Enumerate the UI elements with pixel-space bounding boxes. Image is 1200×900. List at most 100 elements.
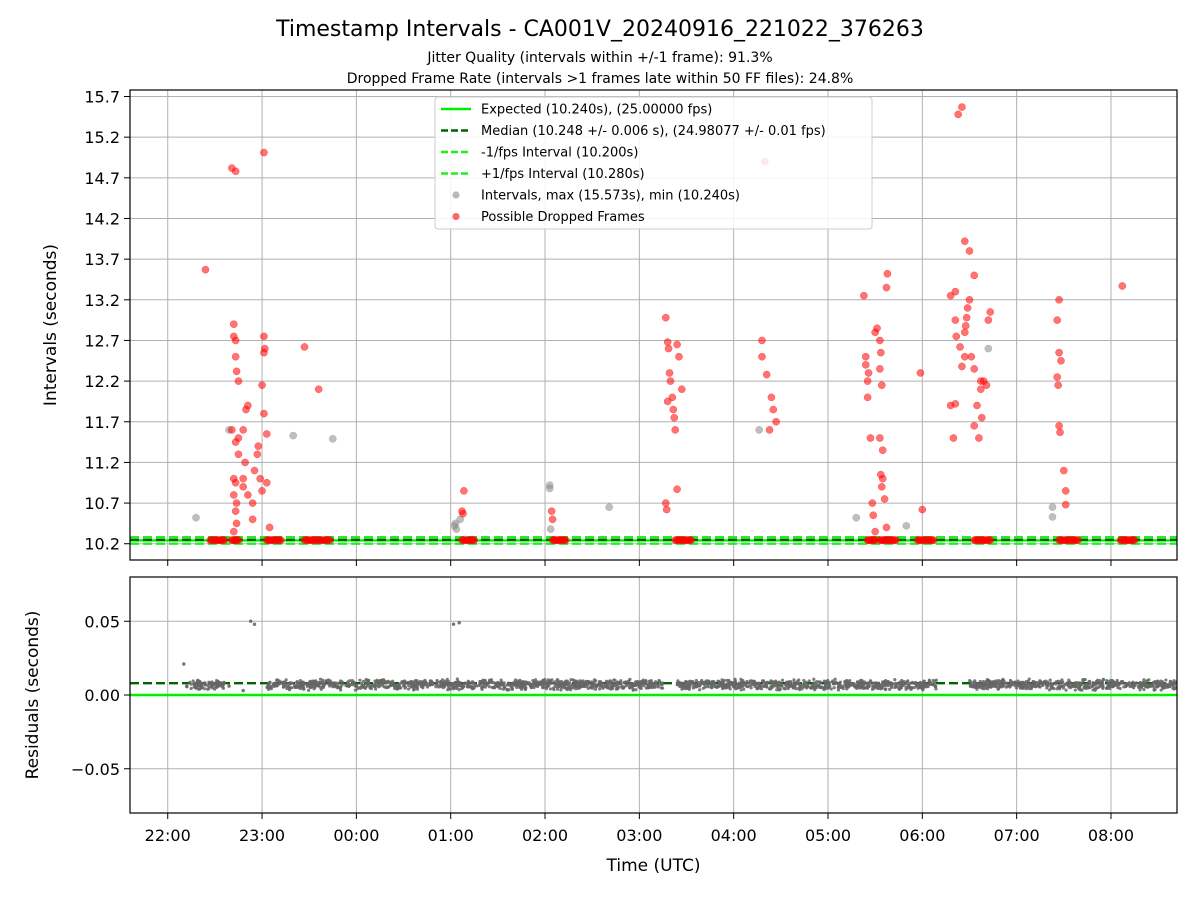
residuals-panel-residual-point [794, 687, 798, 691]
residuals-panel-residual-point [283, 684, 288, 688]
residuals-panel-residual-point [989, 685, 993, 689]
residuals-panel-residual-point [612, 678, 616, 682]
residuals-panel-residual-point [363, 686, 368, 690]
residuals-panel-residual-point [407, 683, 411, 688]
residuals-panel-residual-point [214, 682, 218, 686]
intervals-panel-interval-point [450, 521, 459, 530]
residuals-panel-residual-point [1101, 677, 1105, 681]
residuals-panel-residual-point [624, 684, 628, 688]
residuals-panel-residual-point [480, 685, 485, 689]
residuals-panel-residual-point [844, 684, 848, 689]
intervals-panel-dropped-frame-point [871, 527, 880, 536]
residuals-panel-residual-point [699, 680, 703, 684]
intervals-panel-dropped-frame-point [967, 352, 976, 361]
residuals-panel-residual-point [544, 687, 549, 691]
intervals-panel-dropped-frame-point [772, 417, 780, 426]
residuals-panel-residual-point [923, 684, 928, 688]
residuals-panel-residual-point [475, 684, 479, 688]
residuals-panel-residual-point [934, 687, 938, 691]
intervals-panel-dropped-frame-point [1057, 356, 1065, 365]
residuals-panel-residual-point [1082, 685, 1086, 690]
intervals-panel-interval-point [192, 513, 200, 522]
residuals-panel-residual-point [828, 684, 832, 688]
residuals-panel-residual-point [536, 684, 540, 688]
residuals-panel-residual-point [1146, 684, 1150, 688]
residuals-panel-residual-point [423, 678, 427, 682]
residuals-panel-residual-point [533, 678, 538, 682]
residuals-panel-residual-point [634, 683, 638, 687]
residuals-panel-residual-point [1008, 685, 1012, 689]
intervals-panel-dropped-frame-point [234, 434, 243, 442]
residuals-panel-residual-point [628, 686, 632, 690]
intervals-panel-dropped-frame-point [1055, 421, 1063, 430]
residuals-panel-residual-point [740, 684, 744, 688]
residuals-panel-residual-point [698, 684, 702, 688]
residuals-panel-residual-point [617, 685, 621, 689]
intervals-panel-dropped-frame-point [244, 401, 252, 410]
intervals-panel-dropped-frame-point [277, 536, 285, 544]
residuals-panel-residual-point [298, 687, 303, 691]
legend-entry-4: Intervals, max (15.573s), min (10.240s) [481, 189, 740, 204]
residuals-panel-residual-point [1038, 681, 1043, 685]
residuals-panel-residual-point [806, 683, 810, 687]
residuals-panel-residual-point [550, 678, 554, 682]
residuals-panel-residual-point [604, 679, 608, 683]
residuals-panel-residual-point [685, 685, 689, 689]
residuals-panel-residual-point [586, 683, 590, 687]
intervals-panel-dropped-frame-point [250, 466, 259, 475]
residuals-panel-residual-point [412, 688, 416, 692]
residuals-panel-residual-point [819, 685, 823, 689]
residuals-panel-residual-point [722, 678, 727, 683]
residuals-panel-residual-point [857, 681, 861, 685]
residuals-panel-residual-point [1167, 683, 1171, 687]
residuals-panel-residual-point [986, 684, 990, 689]
residuals-panel-residual-point [1088, 682, 1092, 686]
intervals-panel-dropped-frame-point [260, 148, 268, 157]
residuals-panel-residual-point [769, 684, 773, 689]
residuals-panel-residual-point [994, 679, 998, 683]
residuals-panel-residual-point [1160, 683, 1165, 687]
residuals-panel-residual-point [973, 681, 977, 685]
residuals-panel-residual-point [1022, 682, 1026, 686]
residuals-panel-residual-point [812, 677, 816, 681]
residuals-panel-residual-point [425, 685, 430, 689]
residuals-panel-residual-point [486, 681, 490, 685]
intervals-panel-dropped-frame-point [1055, 295, 1063, 304]
intervals-panel-interval-point [852, 513, 861, 522]
residuals-panel-residual-point [515, 685, 519, 689]
intervals-panel-dropped-frame-point [677, 385, 686, 394]
residuals-panel-residual-point [618, 681, 623, 685]
residuals-panel-residual-point [505, 688, 510, 692]
residuals-panel-residual-point [495, 681, 500, 685]
residuals-panel-residual-point [211, 681, 215, 686]
residuals-panel-residual-point [565, 687, 569, 692]
residuals-panel-residual-point [742, 687, 746, 691]
residuals-panel-residual-point [852, 682, 856, 686]
intervals-panel-ytick-label-2: 11.2 [84, 453, 120, 472]
intervals-panel-dropped-frame-point [260, 409, 268, 418]
residuals-panel-residual-point [709, 681, 713, 685]
intervals-panel-interval-point [1048, 503, 1057, 511]
residuals-panel-residual-point [547, 684, 551, 688]
residuals-panel-residual-point [421, 683, 425, 688]
intervals-panel-dropped-frame-point [876, 336, 884, 345]
residuals-panel-residual-point [1163, 683, 1167, 687]
residuals-panel-residual-point [506, 683, 511, 687]
residuals-panel-residual-point [1133, 683, 1137, 687]
residuals-panel-residual-point [991, 680, 995, 684]
residuals-panel-residual-point [339, 680, 344, 684]
residuals-panel-residual-point [199, 686, 203, 690]
residuals-panel-residual-point [399, 686, 403, 690]
residuals-panel-residual-point [598, 687, 602, 691]
residuals-panel-residual-point [865, 686, 870, 690]
residuals-panel-residual-point [720, 680, 724, 684]
residuals-panel-residual-point [347, 684, 351, 689]
residuals-panel-residual-point [509, 685, 513, 689]
residuals-panel-residual-point [1032, 684, 1036, 688]
residuals-panel-residual-point [698, 688, 702, 692]
residuals-panel-residual-point [272, 683, 276, 687]
residuals-panel-residual-point [706, 682, 710, 686]
intervals-panel-dropped-frame-point [960, 237, 969, 246]
residuals-panel-residual-point [440, 681, 445, 685]
intervals-panel-interval-point [289, 431, 298, 440]
